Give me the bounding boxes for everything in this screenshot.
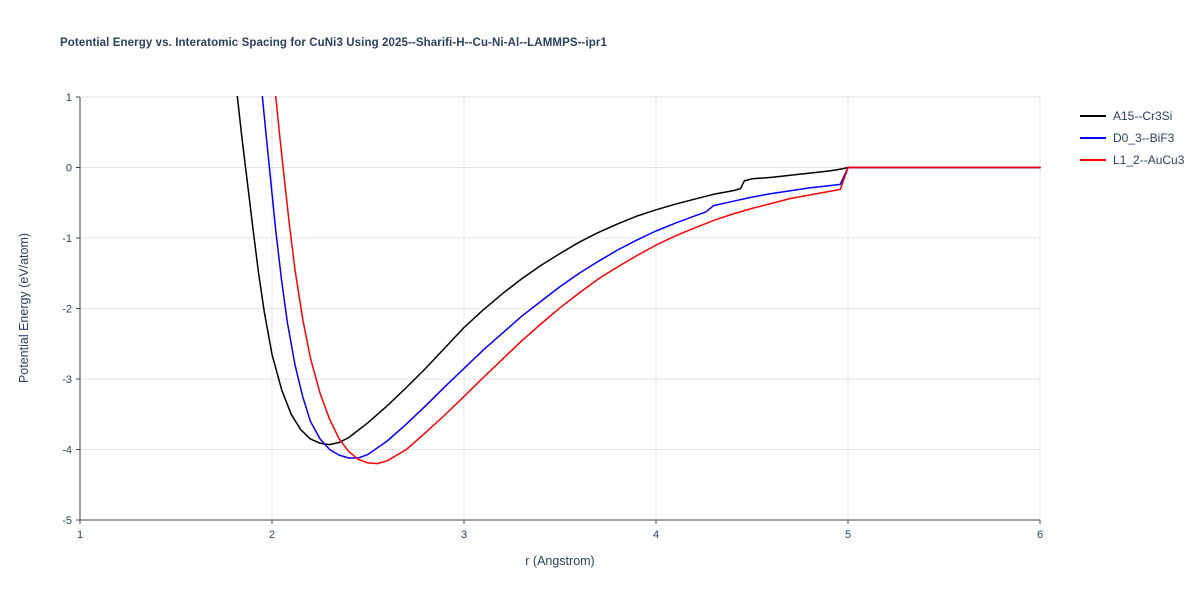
svg-text:-2: -2: [62, 304, 72, 316]
svg-text:3: 3: [461, 529, 467, 541]
chart-title: Potential Energy vs. Interatomic Spacing…: [60, 37, 607, 49]
legend: A15--Cr3Si D0_3--BiF3 L1_2--AuCu3: [1080, 105, 1184, 171]
svg-text:4: 4: [653, 529, 659, 541]
legend-item-l12: L1_2--AuCu3: [1080, 149, 1184, 171]
svg-text:-5: -5: [62, 515, 72, 527]
legend-line-swatch: [1080, 159, 1106, 161]
legend-item-d03: D0_3--BiF3: [1080, 127, 1184, 149]
svg-text:-1: -1: [62, 233, 72, 245]
svg-text:0: 0: [66, 163, 72, 175]
legend-line-swatch: [1080, 115, 1106, 117]
svg-text:5: 5: [845, 529, 851, 541]
svg-text:2: 2: [269, 529, 275, 541]
x-axis-label: r (Angstrom): [525, 554, 595, 568]
svg-text:1: 1: [77, 529, 83, 541]
legend-item-a15: A15--Cr3Si: [1080, 105, 1184, 127]
legend-label: L1_2--AuCu3: [1113, 153, 1185, 167]
svg-text:-4: -4: [62, 445, 72, 457]
svg-text:-3: -3: [62, 374, 72, 386]
y-axis-label: Potential Energy (eV/atom): [17, 232, 31, 384]
legend-label: A15--Cr3Si: [1113, 109, 1173, 123]
svg-text:6: 6: [1037, 529, 1043, 541]
legend-label: D0_3--BiF3: [1113, 131, 1175, 145]
svg-text:1: 1: [66, 92, 72, 104]
legend-line-swatch: [1080, 137, 1106, 139]
